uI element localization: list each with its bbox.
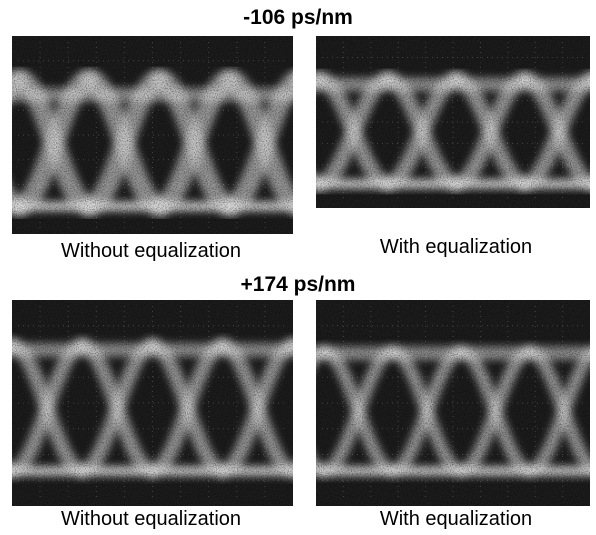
section-title: -106 ps/nm (243, 6, 353, 29)
noise-overlay (12, 300, 293, 506)
panel-caption: Without equalization (60, 508, 242, 530)
noise-overlay (12, 36, 293, 234)
panel-caption: With equalization (379, 508, 533, 530)
noise-overlay (316, 36, 590, 208)
eye-diagram (12, 300, 293, 506)
panel-caption: Without equalization (60, 240, 242, 262)
noise-overlay (316, 300, 590, 506)
eye-diagram (316, 36, 590, 208)
eye-diagram (316, 300, 590, 506)
panel-caption: With equalization (379, 236, 533, 258)
section-title: +174 ps/nm (240, 273, 356, 296)
eye-diagram (12, 36, 293, 234)
